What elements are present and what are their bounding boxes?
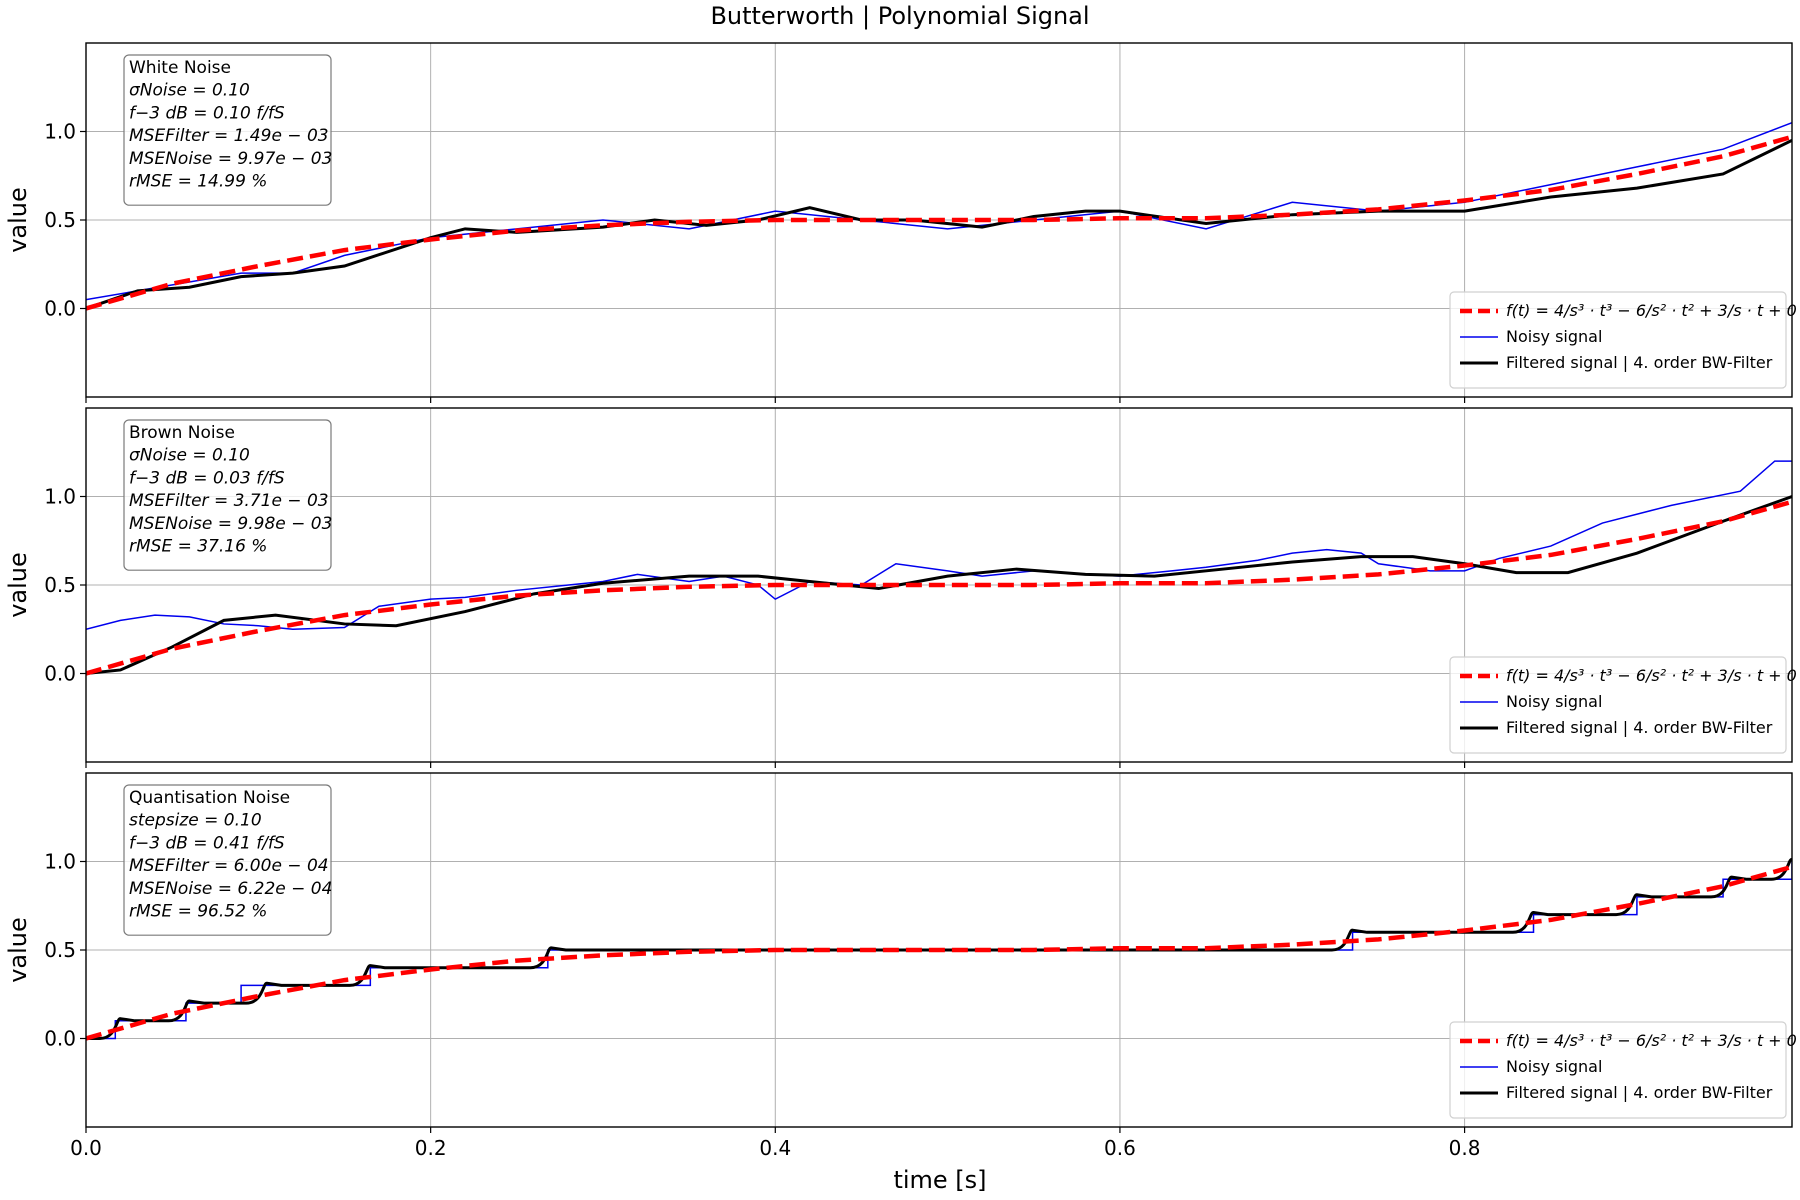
info-box: Brown Noise σNoise = 0.10f−3 dB = 0.03 f/… xyxy=(123,419,332,571)
info-line: MSENoise = 6.22e − 04 xyxy=(129,879,332,899)
legend-label: Filtered signal | 4. order BW-Filter xyxy=(1506,1083,1773,1102)
y-tick-label: 1.0 xyxy=(44,120,76,144)
info-line: Brown Noise xyxy=(129,423,235,443)
info-line: σNoise = 0.10 xyxy=(129,446,250,466)
legend-label: f(t) = 4/s³ · t³ − 6/s² · t² + 3/s · t +… xyxy=(1506,301,1797,320)
y-tick-label: 0.5 xyxy=(44,938,76,962)
y-tick-label: 1.0 xyxy=(44,850,76,874)
legend: f(t) = 4/s³ · t³ − 6/s² · t² + 3/s · t +… xyxy=(1449,1021,1797,1119)
subplot-2: 0.0 0.5 1.0 value Brown Noise σNoise = 0.10f−… xyxy=(4,407,1797,768)
x-tick-label: 0.6 xyxy=(1104,1136,1136,1160)
y-tick-label: 0.0 xyxy=(44,1027,76,1051)
series-group xyxy=(86,121,1792,311)
info-line: rMSE = 96.52 % xyxy=(129,902,267,922)
legend: f(t) = 4/s³ · t³ − 6/s² · t² + 3/s · t +… xyxy=(1449,291,1797,389)
series-group xyxy=(86,858,1792,1041)
info-line: rMSE = 14.99 % xyxy=(129,172,267,192)
y-axis-label: value xyxy=(4,187,32,253)
info-box: White Noise σNoise = 0.10f−3 dB = 0.10 f/… xyxy=(123,54,332,206)
subplot-1: 0.0 0.5 1.0 value White Noise σNoise = 0.10f−… xyxy=(4,42,1797,403)
x-tick-label: 0.8 xyxy=(1449,1136,1481,1160)
y-tick-label: 0.0 xyxy=(44,297,76,321)
subplot-3: 0.0 0.5 1.0 0.0 0.2 0.4 0.6 0.8 value Quantisatio… xyxy=(4,772,1797,1160)
noisy-series-line xyxy=(86,460,1792,631)
axes-frame xyxy=(85,772,1793,1128)
info-line: rMSE = 37.16 % xyxy=(129,537,267,557)
legend-frame xyxy=(1449,291,1787,389)
legend-label: Noisy signal xyxy=(1506,327,1602,346)
y-axis-label: value xyxy=(4,917,32,983)
axes-frame xyxy=(85,42,1793,398)
y-tick-label: 0.0 xyxy=(44,662,76,686)
info-line: f−3 dB = 0.10 f/fS xyxy=(129,103,285,123)
info-line: stepsize = 0.10 xyxy=(129,811,262,831)
filtered-series-line xyxy=(86,139,1792,310)
axes-frame xyxy=(85,407,1793,763)
legend-frame xyxy=(1449,1021,1787,1119)
legend-label: Noisy signal xyxy=(1506,692,1602,711)
info-box-frame xyxy=(123,54,332,206)
info-line: f−3 dB = 0.41 f/fS xyxy=(129,833,285,853)
legend-label: Filtered signal | 4. order BW-Filter xyxy=(1506,353,1773,372)
figure-title: Butterworth | Polynomial Signal xyxy=(710,2,1089,30)
legend-label: Filtered signal | 4. order BW-Filter xyxy=(1506,718,1773,737)
reference-series-line xyxy=(86,864,1792,1041)
legend-label: Noisy signal xyxy=(1506,1057,1602,1076)
series-group xyxy=(86,460,1792,676)
legend-label: f(t) = 4/s³ · t³ − 6/s² · t² + 3/s · t +… xyxy=(1506,1031,1797,1050)
info-line: MSENoise = 9.98e − 03 xyxy=(129,514,332,534)
info-box-frame xyxy=(123,784,332,936)
info-box: Quantisation Noise stepsize = 0.10f−3 dB … xyxy=(123,784,332,936)
y-tick-label: 1.0 xyxy=(44,485,76,509)
legend: f(t) = 4/s³ · t³ − 6/s² · t² + 3/s · t +… xyxy=(1449,656,1797,754)
info-line: Quantisation Noise xyxy=(129,788,290,808)
filtered-series-line xyxy=(86,858,1792,1040)
y-tick-label: 0.5 xyxy=(44,573,76,597)
x-tick-label: 0.2 xyxy=(415,1136,447,1160)
noisy-series-line xyxy=(86,121,1792,301)
x-axis-label: time [s] xyxy=(893,1166,986,1194)
y-tick-label: 0.5 xyxy=(44,208,76,232)
reference-series-line xyxy=(86,499,1792,676)
info-line: MSEFilter = 6.00e − 04 xyxy=(129,856,329,876)
info-line: f−3 dB = 0.03 f/fS xyxy=(129,468,285,488)
x-tick-label: 0.4 xyxy=(759,1136,791,1160)
info-line: White Noise xyxy=(129,58,231,78)
info-line: MSEFilter = 3.71e − 03 xyxy=(129,491,329,511)
info-line: MSENoise = 9.97e − 03 xyxy=(129,149,332,169)
info-line: σNoise = 0.10 xyxy=(129,81,250,101)
info-line: MSEFilter = 1.49e − 03 xyxy=(129,126,329,146)
info-box-frame xyxy=(123,419,332,571)
legend-frame xyxy=(1449,656,1787,754)
legend-label: f(t) = 4/s³ · t³ − 6/s² · t² + 3/s · t +… xyxy=(1506,666,1797,685)
x-tick-label: 0.0 xyxy=(70,1136,102,1160)
y-axis-label: value xyxy=(4,552,32,618)
